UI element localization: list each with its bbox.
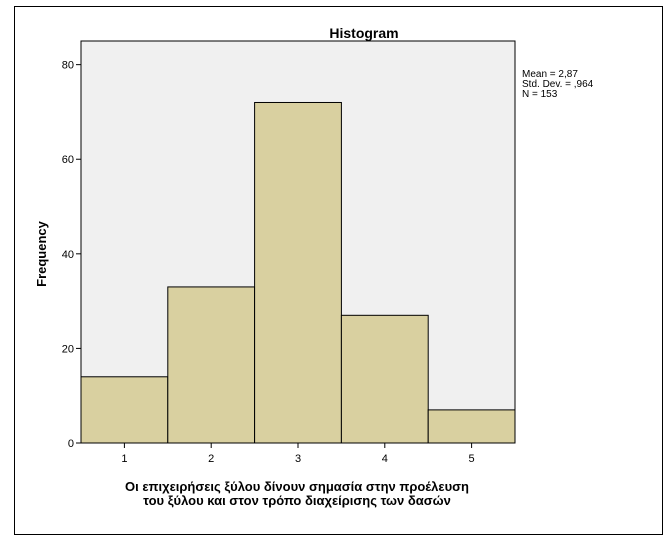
x-axis-title-line-2: του ξύλου και στον τρόπο διαχείρισης των… <box>143 493 451 508</box>
y-axis: 0 20 40 60 80 <box>62 60 81 450</box>
y-tick-label: 40 <box>62 249 74 261</box>
x-tick-label: 4 <box>382 453 388 465</box>
x-tick-label: 1 <box>121 453 127 465</box>
bar-5 <box>427 409 516 444</box>
bar-3 <box>254 101 342 444</box>
x-axis: 1 2 3 4 5 <box>121 443 475 465</box>
stat-std-dev: Std. Dev. = ,964 <box>522 79 594 90</box>
y-axis-title: Frequency <box>34 220 49 287</box>
bars-group <box>80 101 516 444</box>
statistics-legend: Mean = 2,87 Std. Dev. = ,964 N = 153 <box>522 69 594 100</box>
chart-frame: Histogram 0 20 40 60 80 1 2 3 4 5 Mean = 2,87 St… <box>14 6 663 535</box>
bar-2 <box>167 286 256 444</box>
x-axis-title-line-1: Οι επιχειρήσεις ξύλου δίνουν σημασία στη… <box>125 479 469 494</box>
y-tick-label: 60 <box>62 154 74 166</box>
chart-title: Histogram <box>329 25 398 41</box>
bar-4 <box>340 314 429 444</box>
stat-n: N = 153 <box>522 89 558 100</box>
stat-mean: Mean = 2,87 <box>522 69 578 80</box>
y-tick-label: 80 <box>62 60 74 72</box>
x-tick-label: 2 <box>208 453 214 465</box>
x-tick-label: 3 <box>295 453 301 465</box>
y-tick-label: 20 <box>62 343 74 355</box>
x-tick-label: 5 <box>469 453 475 465</box>
bar-1 <box>80 376 169 444</box>
y-tick-label: 0 <box>68 438 74 450</box>
histogram-chart: Histogram 0 20 40 60 80 1 2 3 4 5 Mean = 2,87 St… <box>34 25 594 508</box>
